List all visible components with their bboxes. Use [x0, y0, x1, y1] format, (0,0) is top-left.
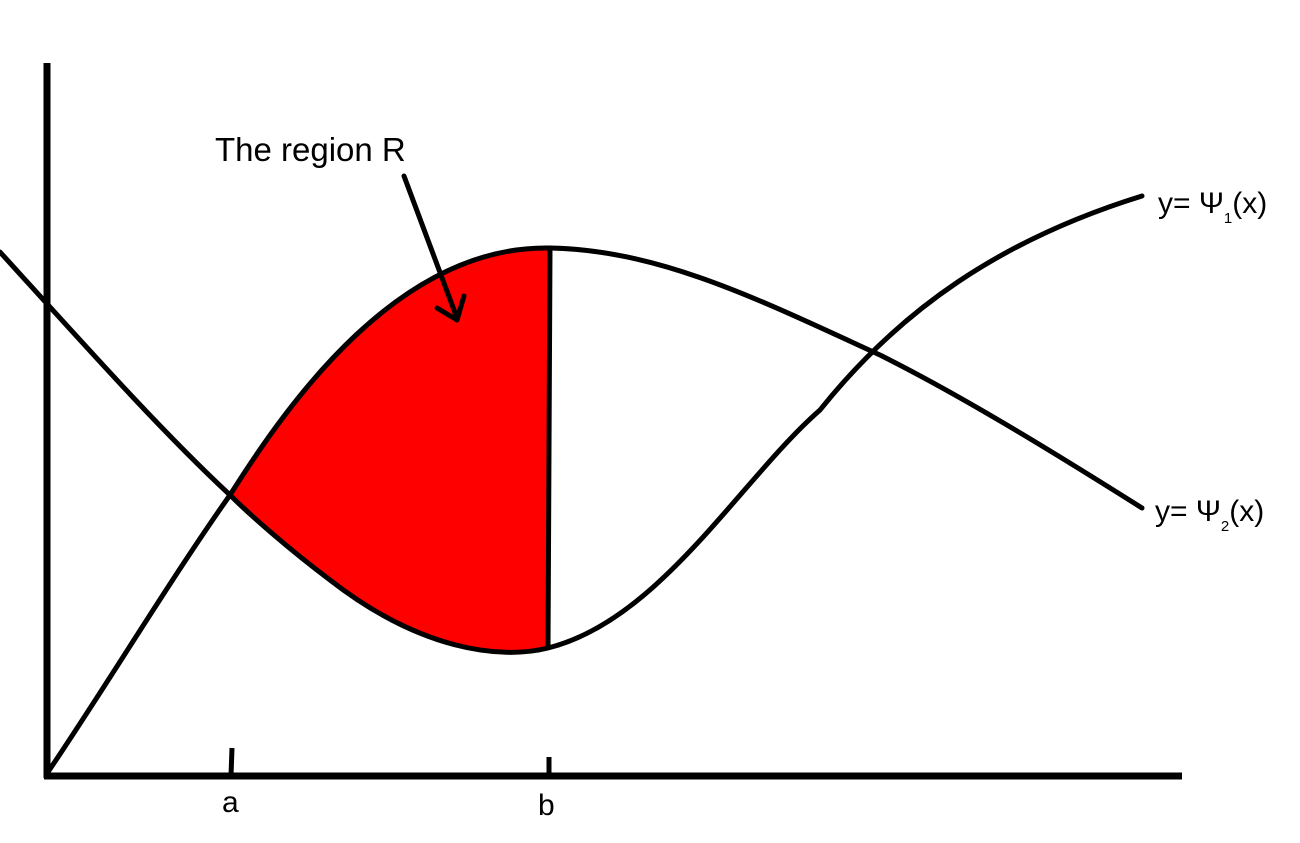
- tick-label-a: a: [222, 786, 239, 819]
- boundary-line-b: [545, 247, 553, 649]
- psi1-label-prefix: y= Ψ: [1158, 187, 1224, 220]
- psi2-label-sub: 2: [1221, 518, 1229, 535]
- curve-psi1: [45, 245, 1145, 775]
- tick-label-b: b: [538, 789, 555, 822]
- region-label: The region R: [215, 131, 406, 168]
- psi2-label-prefix: y= Ψ: [1155, 495, 1221, 528]
- psi1-label: y= Ψ1(x): [1158, 187, 1267, 227]
- psi1-label-suffix: (x): [1232, 187, 1267, 220]
- psi2-label: y= Ψ2(x): [1155, 495, 1264, 535]
- region-r-fill: [230, 247, 550, 653]
- arrow-icon: [401, 173, 467, 323]
- psi2-label-suffix: (x): [1229, 495, 1264, 528]
- curve-psi2: [0, 193, 1145, 655]
- tick-a: [228, 747, 235, 777]
- psi1-label-sub: 1: [1224, 210, 1232, 227]
